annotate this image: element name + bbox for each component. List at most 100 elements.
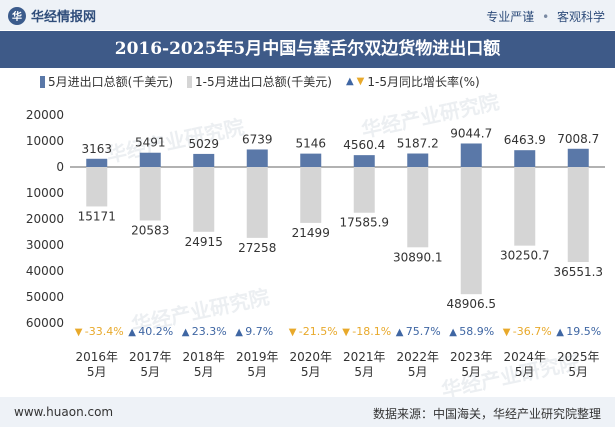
x-tick-label: 5月 <box>87 365 107 379</box>
bar-cumulative-label: 20583 <box>131 224 169 238</box>
data-source: 数据来源：中国海关，华经产业研究院整理 <box>372 407 601 421</box>
legend-item-growth: ▲ ▼ 1-5月同比增长率(%) <box>346 73 480 90</box>
bar-cumulative-label: 30890.1 <box>393 250 443 264</box>
chart-title: 2016-2025年5月中国与塞舌尔双边货物进出口额 <box>0 31 615 68</box>
legend-item-cumulative: 1-5月进出口总额(千美元) <box>187 73 332 90</box>
bar-monthly-label: 5491 <box>135 136 166 150</box>
bar-cumulative-label: 21499 <box>292 226 330 240</box>
bar-cumulative <box>353 167 375 213</box>
growth-rate-label: -18.1% <box>352 325 391 338</box>
legend-label-cumulative: 1-5月进出口总额(千美元) <box>195 75 332 89</box>
growth-up-marker: ▲ <box>396 327 404 338</box>
growth-rate-label: 9.7% <box>245 325 273 338</box>
growth-rate-label: -21.5% <box>299 325 338 338</box>
x-tick-label: 5月 <box>408 365 428 379</box>
triangle-up-icon: ▲ <box>345 76 354 87</box>
bar-cumulative <box>514 167 536 246</box>
y-tick-label: 20000 <box>26 108 64 122</box>
brand-name: 华经情报网 <box>31 10 97 25</box>
bar-monthly <box>139 152 161 167</box>
x-tick-label: 2021年 <box>343 350 386 364</box>
bar-cumulative <box>460 167 482 295</box>
x-tick-label: 2024年 <box>503 350 546 364</box>
brand[interactable]: 华 华经情报网 <box>8 6 96 25</box>
x-tick-label: 2022年 <box>396 350 439 364</box>
bar-monthly-label: 6739 <box>242 132 273 146</box>
growth-rate-label: 19.5% <box>566 325 601 338</box>
brand-logo-icon: 华 <box>8 6 26 25</box>
growth-up-marker: ▲ <box>556 327 564 338</box>
bar-cumulative <box>139 167 161 221</box>
x-tick-label: 5月 <box>461 365 481 379</box>
bar-cumulative <box>567 167 589 263</box>
bar-monthly <box>514 150 536 167</box>
bar-monthly <box>353 155 375 167</box>
chart-legend: 5月进出口总额(千美元) 1-5月进出口总额(千美元) ▲ ▼ 1-5月同比增长… <box>40 73 480 90</box>
bar-monthly-label: 5029 <box>188 137 219 151</box>
growth-rate-label: 40.2% <box>138 325 173 338</box>
triangle-down-icon: ▼ <box>356 76 365 87</box>
x-tick-label: 2019年 <box>236 350 279 364</box>
footer: www.huaon.com 数据来源：中国海关，华经产业研究院整理 <box>0 397 615 427</box>
bar-cumulative-label: 27258 <box>238 241 276 255</box>
x-tick-label: 5月 <box>140 365 160 379</box>
x-tick-label: 2017年 <box>129 350 172 364</box>
bar-cumulative-label: 17585.9 <box>339 216 389 230</box>
y-tick-label: 50000 <box>26 290 64 304</box>
bar-monthly-label: 3163 <box>81 142 112 156</box>
y-tick-label: 30000 <box>26 238 64 252</box>
x-tick-label: 2025年 <box>557 350 600 364</box>
bar-cumulative-label: 30250.7 <box>500 249 550 263</box>
x-tick-label: 5月 <box>247 365 267 379</box>
y-tick-label: 10000 <box>26 134 64 148</box>
tag-1: 专业严谨 <box>486 10 535 24</box>
growth-up-marker: ▲ <box>128 327 136 338</box>
growth-up-marker: ▲ <box>182 327 190 338</box>
legend-item-monthly: 5月进出口总额(千美元) <box>40 73 173 90</box>
legend-swatch-cumulative <box>187 75 192 88</box>
growth-rate-label: -33.4% <box>85 325 124 338</box>
bar-monthly-label: 5146 <box>295 137 326 151</box>
growth-rate-label: 75.7% <box>406 325 441 338</box>
bar-monthly <box>567 148 589 167</box>
bar-monthly-label: 4560.4 <box>343 138 385 152</box>
x-tick-label: 2018年 <box>182 350 225 364</box>
bar-cumulative <box>300 167 322 223</box>
growth-down-marker: ▼ <box>342 327 350 338</box>
growth-rate-label: -36.7% <box>513 325 552 338</box>
bar-monthly <box>407 153 429 167</box>
growth-up-marker: ▲ <box>449 327 457 338</box>
bar-monthly <box>300 153 322 167</box>
bar-monthly <box>193 153 215 167</box>
bar-cumulative-label: 36551.3 <box>553 265 603 279</box>
legend-label-growth: 1-5月同比增长率(%) <box>367 75 480 89</box>
bar-cumulative <box>86 167 108 207</box>
x-tick-label: 5月 <box>354 365 374 379</box>
bar-monthly-label: 5187.2 <box>397 137 439 151</box>
top-bar: 华 华经情报网 专业严谨 • 客观科学 <box>0 0 615 30</box>
x-tick-label: 2020年 <box>289 350 332 364</box>
x-tick-label: 5月 <box>568 365 588 379</box>
bar-monthly <box>246 149 268 167</box>
growth-up-marker: ▲ <box>235 327 243 338</box>
bar-cumulative <box>193 167 215 232</box>
bar-monthly <box>86 158 108 167</box>
tag-2: 客观科学 <box>556 10 605 24</box>
bar-cumulative-label: 48906.5 <box>446 297 496 311</box>
x-tick-label: 2023年 <box>450 350 493 364</box>
y-tick-label: 0 <box>56 160 64 174</box>
bar-monthly-label: 6463.9 <box>504 133 546 147</box>
x-tick-label: 5月 <box>194 365 214 379</box>
bar-monthly <box>460 143 482 167</box>
y-tick-label: 40000 <box>26 264 64 278</box>
bar-cumulative-label: 15171 <box>78 209 116 223</box>
growth-rate-label: 23.3% <box>192 325 227 338</box>
bar-cumulative-label: 24915 <box>185 235 223 249</box>
y-tick-label: 20000 <box>26 212 64 226</box>
growth-down-marker: ▼ <box>289 327 297 338</box>
y-tick-label: 10000 <box>26 186 64 200</box>
site-url[interactable]: www.huaon.com <box>14 405 114 419</box>
x-tick-label: 5月 <box>301 365 321 379</box>
legend-label-monthly: 5月进出口总额(千美元) <box>48 75 173 89</box>
